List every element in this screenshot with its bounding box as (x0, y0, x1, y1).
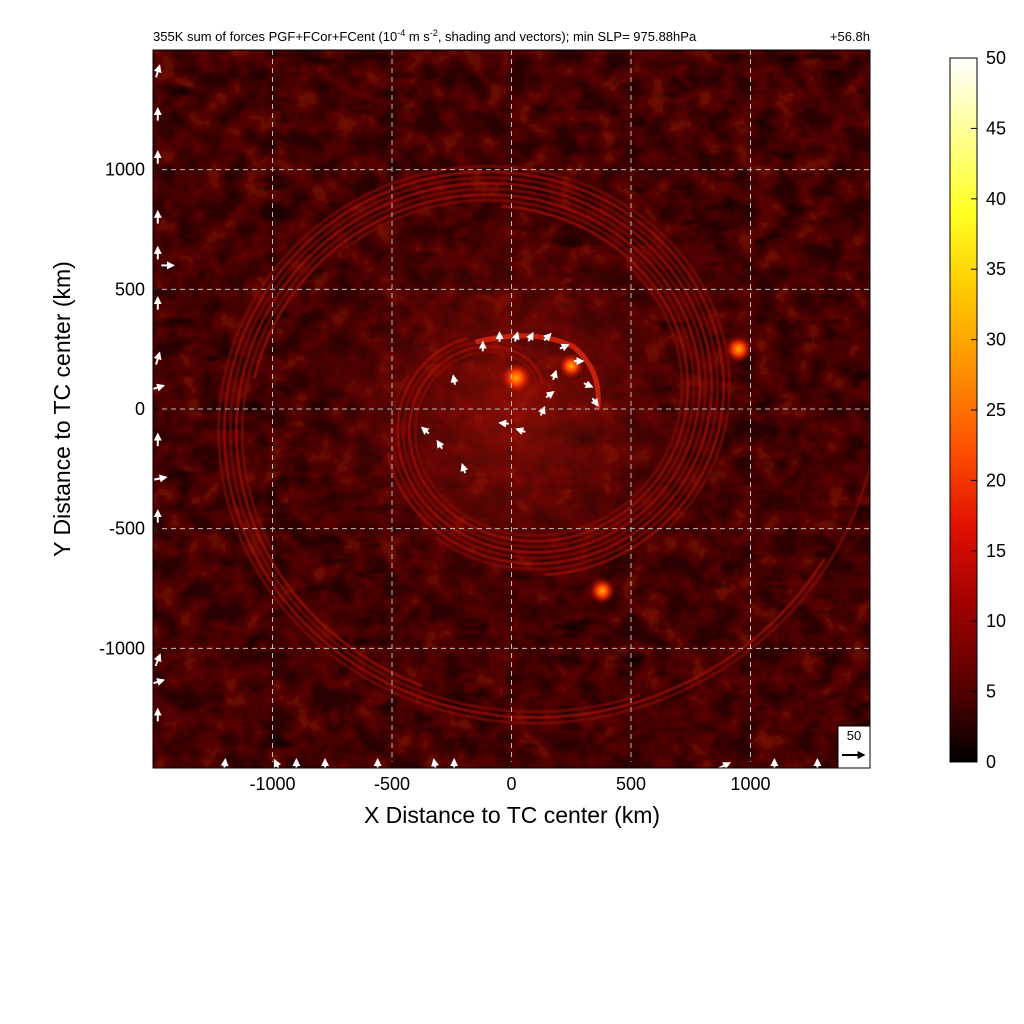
edge-force-vector (153, 678, 166, 686)
colorbar: 0 5 10 15 20 25 30 35 40 45 50 (949, 48, 1006, 772)
force-vector (498, 419, 509, 428)
y-axis-label: Y Distance to TC center (km) (49, 261, 75, 557)
colorbar-tick-label: 15 (986, 541, 1006, 561)
heatmap-field (153, 50, 870, 768)
vortex-structure (216, 164, 870, 725)
y-tick-label: 1000 (105, 160, 145, 180)
edge-force-vector (220, 758, 229, 768)
chart-title: 355K sum of forces PGF+FCor+FCent (10-4 … (153, 28, 697, 44)
x-axis: -1000 -500 0 500 1000 (249, 762, 771, 794)
force-vector (545, 390, 555, 399)
colorbar-tick-label: 35 (986, 259, 1006, 279)
x-tick-label: -500 (374, 774, 410, 794)
force-vector (420, 426, 430, 435)
y-tick-label: 500 (115, 279, 145, 299)
force-vector (450, 374, 459, 385)
colorbar-tick-label: 5 (986, 682, 996, 702)
hotspot (724, 335, 753, 364)
time-label: +56.8h (830, 29, 870, 44)
force-vectors (153, 64, 822, 768)
colorbar-ticks: 0 5 10 15 20 25 30 35 40 45 50 (971, 48, 1006, 772)
edge-force-vector (154, 474, 168, 483)
spiral-band (222, 170, 826, 720)
edge-force-vector (153, 351, 162, 365)
x-tick-label: -1000 (249, 774, 295, 794)
reference-vector: 50 (837, 725, 871, 769)
colorbar-tick-label: 30 (986, 330, 1006, 350)
grid-lines (153, 50, 870, 768)
force-vector (550, 369, 558, 381)
edge-force-vector (153, 653, 162, 667)
spiral-band (216, 164, 870, 725)
colorbar-tick-label: 10 (986, 611, 1006, 631)
hotspot (558, 352, 585, 380)
spiral-band (240, 187, 708, 560)
y-axis: -1000 -500 0 500 1000 (99, 160, 159, 658)
x-tick-label: 1000 (730, 774, 770, 794)
force-vector (436, 439, 445, 450)
x-tick-label: 500 (616, 774, 646, 794)
colorbar-tick-label: 25 (986, 400, 1006, 420)
reference-vector-label: 50 (847, 728, 861, 743)
y-tick-label: -500 (109, 519, 145, 539)
edge-force-vector (153, 383, 166, 392)
x-axis-label: X Distance to TC center (km) (364, 802, 660, 828)
spiral-band (252, 193, 702, 554)
force-vector (515, 427, 526, 435)
x-tick-label: 0 (506, 774, 516, 794)
spiral-band (228, 176, 720, 714)
colorbar-tick-label: 40 (986, 189, 1006, 209)
force-vector (559, 343, 570, 352)
edge-force-vector (153, 64, 162, 78)
force-vector (460, 463, 469, 474)
spiral-band (407, 204, 690, 543)
edge-force-vector (718, 762, 732, 768)
colorbar-tick-label: 50 (986, 48, 1006, 68)
colorbar-tick-label: 20 (986, 470, 1006, 490)
force-vector (511, 331, 520, 342)
spiral-band (234, 181, 714, 688)
force-vector (526, 331, 534, 342)
spiral-band (350, 198, 696, 549)
force-vector (590, 397, 599, 407)
force-vector (583, 380, 594, 388)
colorbar-tick-label: 45 (986, 118, 1006, 138)
colorbar-tick-label: 0 (986, 752, 996, 772)
hotspot (589, 577, 616, 605)
force-vector (543, 332, 552, 342)
eyewall-arc (475, 333, 601, 410)
edge-force-vector (431, 758, 440, 768)
hotspot (500, 361, 533, 394)
y-tick-label: -1000 (99, 638, 145, 658)
y-tick-label: 0 (135, 399, 145, 419)
edge-force-vector (273, 758, 282, 768)
